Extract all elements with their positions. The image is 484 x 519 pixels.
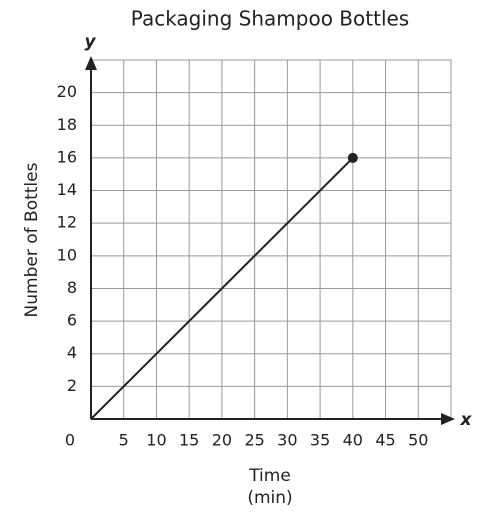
y-tick-label: 10 (57, 245, 77, 264)
x-axis-label: Time (248, 466, 291, 486)
y-tick-label: 2 (67, 376, 77, 395)
x-tick-label: 25 (244, 431, 264, 450)
x-axis-name: x (460, 410, 473, 430)
y-tick-label: 18 (57, 115, 77, 134)
x-tick-label: 20 (212, 431, 232, 450)
y-tick-label: 4 (67, 343, 77, 362)
x-axis-label-unit: (min) (247, 488, 292, 508)
chart-title: Packaging Shampoo Bottles (131, 7, 409, 31)
y-tick-label: 8 (67, 278, 77, 297)
y-tick-label: 16 (57, 147, 77, 166)
x-tick-label: 15 (179, 431, 199, 450)
y-axis-label: Number of Bottles (22, 162, 42, 317)
x-tick-label: 5 (119, 431, 129, 450)
end-point (347, 152, 358, 163)
y-tick-label: 20 (57, 82, 77, 101)
x-axis-arrow (441, 413, 455, 425)
x-tick-label: 10 (146, 431, 166, 450)
data-line (90, 157, 354, 420)
y-axis-arrow (85, 56, 97, 70)
x-tick-label: 0 (65, 431, 75, 450)
x-tick-label: 45 (375, 431, 395, 450)
x-tick-label: 50 (408, 431, 428, 450)
y-tick-label: 12 (57, 213, 77, 232)
y-tick-label: 6 (67, 311, 77, 330)
x-tick-label: 30 (277, 431, 297, 450)
y-axis-name: y (84, 32, 96, 52)
x-tick-label: 35 (310, 431, 330, 450)
x-tick-label: 40 (343, 431, 363, 450)
y-tick-label: 14 (57, 180, 77, 199)
